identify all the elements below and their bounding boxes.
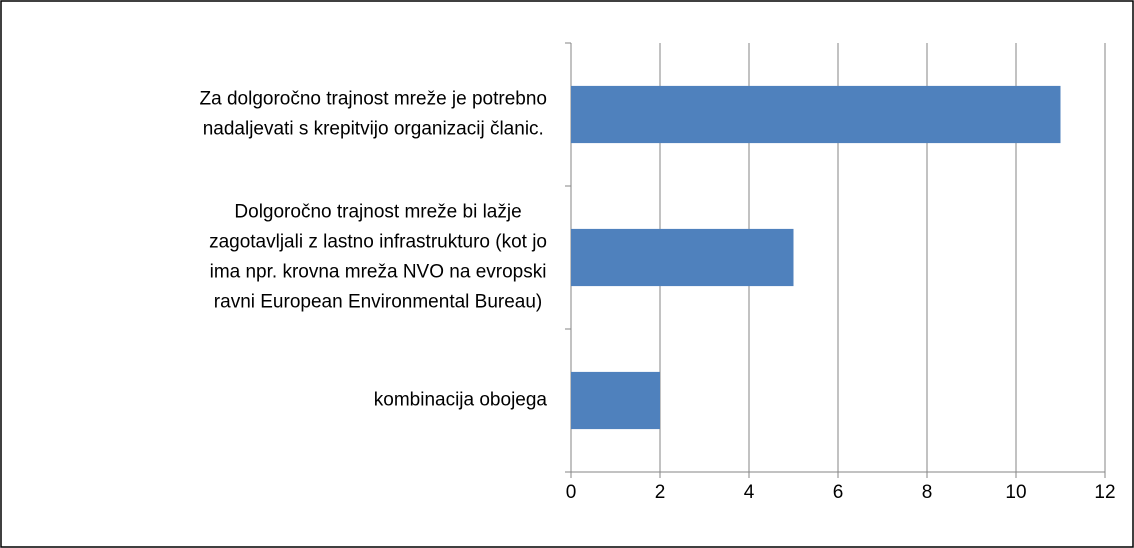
bar (571, 85, 1061, 144)
x-tick-label: 8 (922, 482, 933, 503)
bar (571, 228, 794, 287)
y-tick-label: Dolgoročno trajnost mreže bi lažje (234, 202, 521, 223)
bar (571, 371, 660, 430)
y-tick-label: ima npr. krovna mreža NVO na evropski (210, 262, 547, 283)
y-tick-label: Za dolgoročno trajnost mreže je potrebno (200, 89, 547, 110)
x-tick-label: 10 (1005, 482, 1026, 503)
x-tick-label: 6 (833, 482, 844, 503)
x-tick-label: 12 (1094, 482, 1115, 503)
x-tick-label: 2 (655, 482, 666, 503)
y-tick-label: ravni European Environmental Bureau) (214, 292, 542, 313)
y-tick-label: nadaljevati s krepitvijo organizacij čla… (203, 119, 544, 140)
x-tick-label: 4 (744, 482, 755, 503)
x-tick-label: 0 (566, 482, 577, 503)
y-tick-label: kombinacija obojega (374, 390, 548, 411)
y-tick-label: zagotavljali z lastno infrastrukturo (ko… (209, 232, 547, 253)
